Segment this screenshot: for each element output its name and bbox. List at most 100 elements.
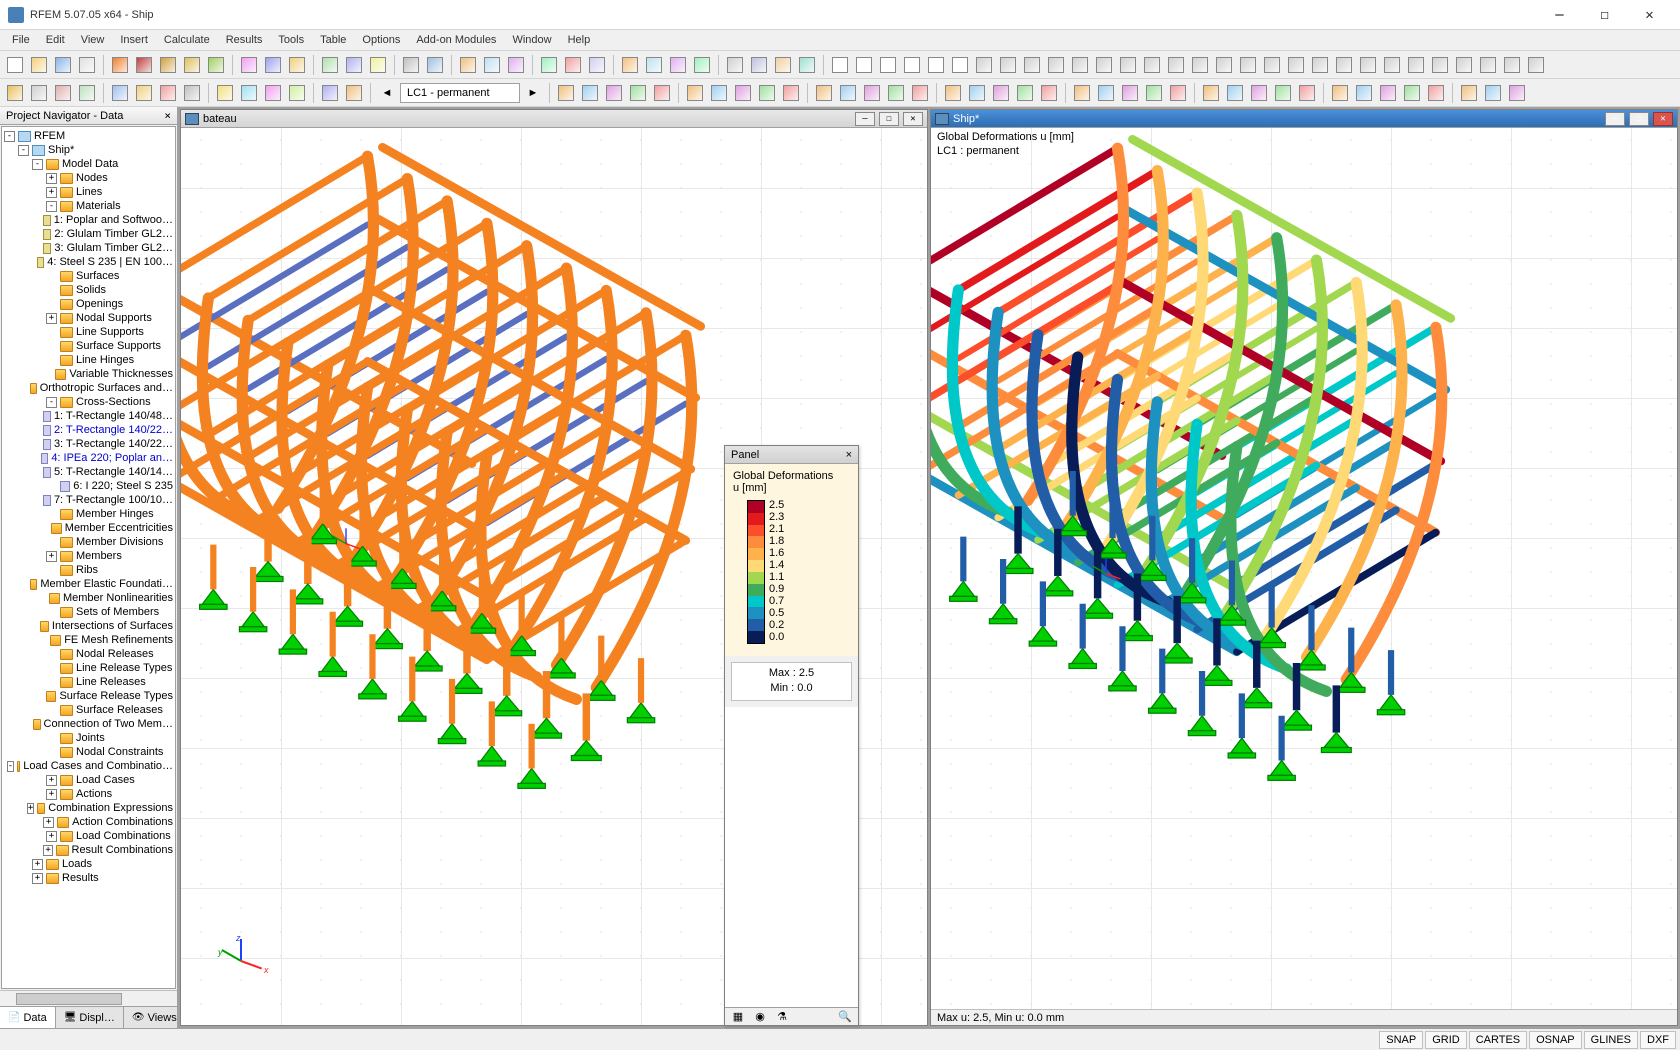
- toolbar-button[interactable]: [1453, 54, 1475, 76]
- tree-item[interactable]: Line Releases: [2, 675, 175, 689]
- tree-toggle[interactable]: +: [27, 803, 34, 814]
- toolbar-button[interactable]: [1272, 82, 1294, 104]
- toolbar-button[interactable]: [1248, 82, 1270, 104]
- toolbar-button[interactable]: [990, 82, 1012, 104]
- toolbar-button[interactable]: [133, 82, 155, 104]
- toolbar-button[interactable]: [262, 54, 284, 76]
- toolbar-button[interactable]: [555, 82, 577, 104]
- navigator-close-icon[interactable]: ×: [164, 109, 171, 122]
- toolbar-button[interactable]: [829, 54, 851, 76]
- toolbar-button[interactable]: [76, 82, 98, 104]
- tree-item[interactable]: Connection of Two Mem…: [2, 717, 175, 731]
- menu-edit[interactable]: Edit: [38, 32, 73, 48]
- toolbar-button[interactable]: [1071, 82, 1093, 104]
- toolbar-button[interactable]: [286, 82, 308, 104]
- navigator-tree[interactable]: -RFEM-Ship*-Model Data+Nodes+Lines-Mater…: [1, 126, 176, 989]
- toolbar-button[interactable]: [4, 54, 26, 76]
- snap-toggle[interactable]: SNAP: [1379, 1031, 1423, 1049]
- viewport-right-titlebar[interactable]: Ship* — ☐ ✕: [931, 110, 1677, 128]
- toolbar-button[interactable]: [238, 54, 260, 76]
- toolbar-button[interactable]: [579, 82, 601, 104]
- viewport-maximize-button[interactable]: ☐: [1629, 112, 1649, 126]
- tree-item[interactable]: +Load Cases: [2, 773, 175, 787]
- toolbar-button[interactable]: [562, 54, 584, 76]
- dxf-toggle[interactable]: DXF: [1640, 1031, 1676, 1049]
- tree-item[interactable]: +Results: [2, 871, 175, 885]
- tree-item[interactable]: +Lines: [2, 185, 175, 199]
- tree-item[interactable]: 4: Steel S 235 | EN 100…: [2, 255, 175, 269]
- tree-item[interactable]: Line Release Types: [2, 661, 175, 675]
- toolbar-button[interactable]: [1285, 54, 1307, 76]
- menu-addon[interactable]: Add-on Modules: [408, 32, 504, 48]
- toolbar-button[interactable]: [885, 82, 907, 104]
- tree-item[interactable]: 6: I 220; Steel S 235: [2, 479, 175, 493]
- tree-item[interactable]: Variable Thicknesses: [2, 367, 175, 381]
- toolbar-button[interactable]: [52, 82, 74, 104]
- toolbar-button[interactable]: [667, 54, 689, 76]
- toolbar-button[interactable]: [1014, 82, 1036, 104]
- toolbar-button[interactable]: [238, 82, 260, 104]
- tree-item[interactable]: +Nodes: [2, 171, 175, 185]
- tree-item[interactable]: Sets of Members: [2, 605, 175, 619]
- legend-tab-3[interactable]: ⚗: [773, 1008, 791, 1024]
- legend-close-icon[interactable]: ×: [846, 449, 852, 461]
- toolbar-button[interactable]: [319, 82, 341, 104]
- menu-tools[interactable]: Tools: [270, 32, 312, 48]
- navigator-hscroll[interactable]: [0, 990, 177, 1006]
- menu-view[interactable]: View: [73, 32, 113, 48]
- toolbar-button[interactable]: [1119, 82, 1141, 104]
- toolbar-button[interactable]: [1477, 54, 1499, 76]
- toolbar-button[interactable]: [1458, 82, 1480, 104]
- menu-options[interactable]: Options: [354, 32, 408, 48]
- tree-item[interactable]: -Cross-Sections: [2, 395, 175, 409]
- toolbar-button[interactable]: [28, 54, 50, 76]
- toolbar-button[interactable]: [796, 54, 818, 76]
- menu-insert[interactable]: Insert: [112, 32, 156, 48]
- viewport-minimize-button[interactable]: —: [1605, 112, 1625, 126]
- tree-toggle[interactable]: -: [46, 397, 57, 408]
- tree-item[interactable]: 4: IPEa 220; Poplar an…: [2, 451, 175, 465]
- tree-item[interactable]: Solids: [2, 283, 175, 297]
- tree-item[interactable]: +Members: [2, 549, 175, 563]
- tree-item[interactable]: Surface Release Types: [2, 689, 175, 703]
- toolbar-button[interactable]: [1333, 54, 1355, 76]
- tree-toggle[interactable]: +: [46, 775, 57, 786]
- nav-tab-views[interactable]: 👁Views: [124, 1007, 186, 1028]
- tree-item[interactable]: Member Nonlinearities: [2, 591, 175, 605]
- menu-window[interactable]: Window: [504, 32, 559, 48]
- toolbar-button[interactable]: [133, 54, 155, 76]
- tree-toggle[interactable]: -: [32, 159, 43, 170]
- tree-item[interactable]: +Action Combinations: [2, 815, 175, 829]
- toolbar-button[interactable]: [1482, 82, 1504, 104]
- toolbar-button[interactable]: [205, 54, 227, 76]
- toolbar-button[interactable]: [214, 82, 236, 104]
- tree-item[interactable]: +Load Combinations: [2, 829, 175, 843]
- tree-item[interactable]: Orthotropic Surfaces and…: [2, 381, 175, 395]
- tree-toggle[interactable]: +: [43, 845, 53, 856]
- toolbar-button[interactable]: [1141, 54, 1163, 76]
- viewport-left-titlebar[interactable]: bateau — ☐ ✕: [181, 110, 927, 128]
- toolbar-button[interactable]: [262, 82, 284, 104]
- toolbar-button[interactable]: [627, 82, 649, 104]
- toolbar-button[interactable]: [1329, 82, 1351, 104]
- toolbar-button[interactable]: [756, 82, 778, 104]
- toolbar-button[interactable]: [157, 82, 179, 104]
- toolbar-button[interactable]: [505, 54, 527, 76]
- tree-item[interactable]: Line Hinges: [2, 353, 175, 367]
- toolbar-button[interactable]: [1200, 82, 1222, 104]
- tree-item[interactable]: -Ship*: [2, 143, 175, 157]
- toolbar-button[interactable]: [109, 54, 131, 76]
- tree-item[interactable]: Surface Releases: [2, 703, 175, 717]
- toolbar-button[interactable]: [780, 82, 802, 104]
- tree-item[interactable]: Surfaces: [2, 269, 175, 283]
- nav-tab-data[interactable]: 📄Data: [0, 1007, 56, 1028]
- toolbar-button[interactable]: [925, 54, 947, 76]
- toolbar-button[interactable]: [1381, 54, 1403, 76]
- tree-item[interactable]: 1: T-Rectangle 140/48…: [2, 409, 175, 423]
- toolbar-button[interactable]: [942, 82, 964, 104]
- toolbar-button[interactable]: [877, 54, 899, 76]
- toolbar-button[interactable]: [1045, 54, 1067, 76]
- minimize-button[interactable]: —: [1537, 1, 1582, 29]
- toolbar-button[interactable]: [1357, 54, 1379, 76]
- toolbar-button[interactable]: [1095, 82, 1117, 104]
